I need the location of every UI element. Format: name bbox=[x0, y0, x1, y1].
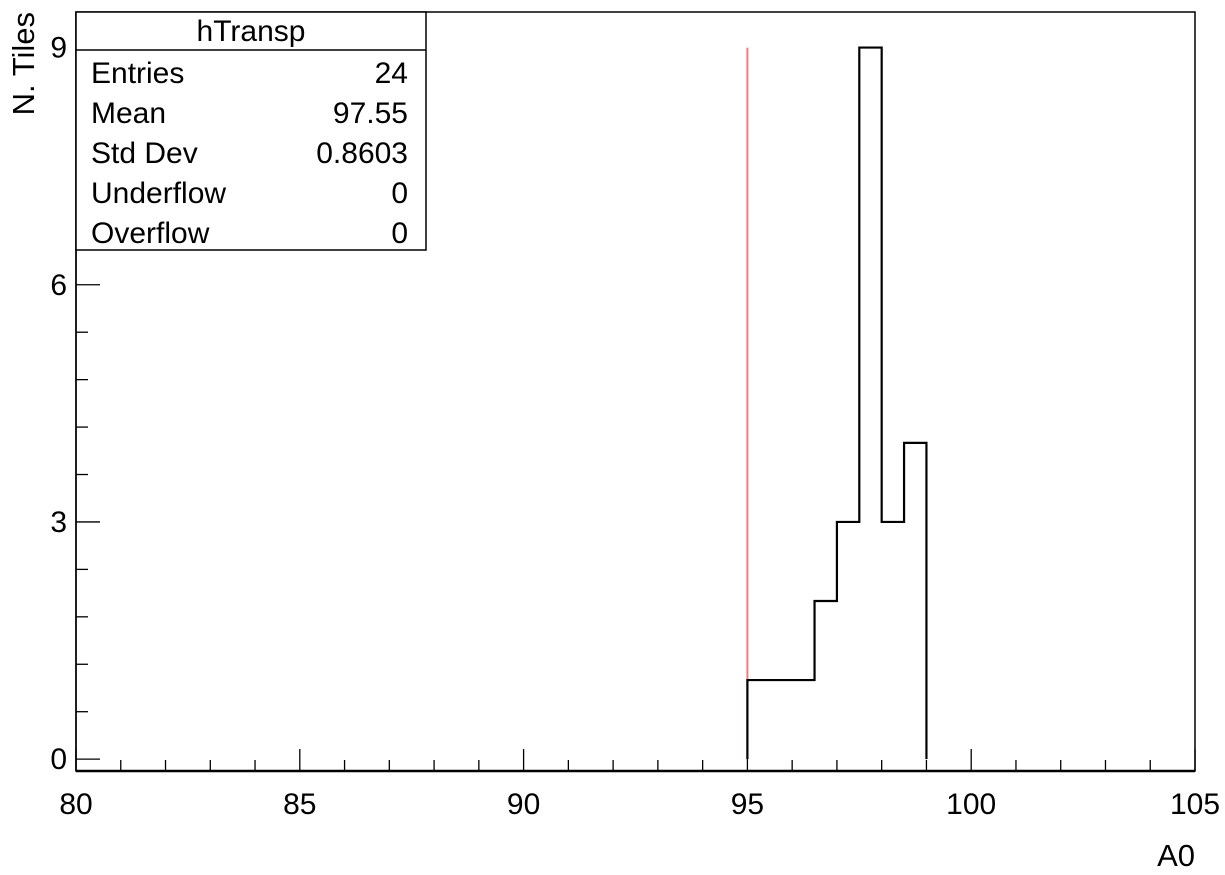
stats-row-label: Mean bbox=[91, 97, 166, 130]
stats-box-title: hTransp bbox=[197, 15, 306, 48]
y-tick-label: 0 bbox=[50, 743, 67, 776]
stats-row-value: 97.55 bbox=[333, 97, 408, 130]
x-tick-label: 95 bbox=[731, 788, 764, 821]
histogram-bin bbox=[882, 522, 904, 759]
x-tick-label: 80 bbox=[59, 788, 92, 821]
x-tick-label: 85 bbox=[283, 788, 316, 821]
x-tick-label: 90 bbox=[507, 788, 540, 821]
histogram-bin bbox=[815, 601, 837, 759]
stats-box-frame bbox=[75, 11, 427, 251]
y-tick-label: 3 bbox=[50, 506, 67, 539]
stats-row-label: Std Dev bbox=[91, 137, 198, 170]
stats-row-value: 0 bbox=[391, 217, 408, 250]
stats-row-value: 24 bbox=[375, 57, 408, 90]
histogram-outline bbox=[746, 46, 928, 760]
histogram-bin bbox=[859, 48, 881, 760]
x-axis-title: A0 bbox=[1157, 838, 1195, 873]
stats-row-value: 0 bbox=[391, 177, 408, 210]
x-tick-label: 105 bbox=[1170, 788, 1220, 821]
axis-tick-labels: 80 85 90 95 100 105 0 3 6 9 bbox=[50, 32, 1220, 821]
stats-row-label: Overflow bbox=[91, 217, 210, 250]
x-tick-label: 100 bbox=[946, 788, 996, 821]
stats-row-label: Entries bbox=[91, 57, 184, 90]
y-axis-title: N. Tiles bbox=[6, 12, 41, 115]
stats-row-value: 0.8603 bbox=[316, 137, 408, 170]
histogram-bin bbox=[904, 443, 926, 759]
histogram-bin bbox=[837, 522, 859, 759]
stats-box: hTransp Entries 24 Mean 97.55 Std Dev 0.8603 U… bbox=[75, 11, 427, 251]
y-tick-label: 6 bbox=[50, 269, 67, 302]
stats-box-rows: Entries 24 Mean 97.55 Std Dev 0.8603 Underflow… bbox=[91, 57, 408, 250]
y-tick-label: 9 bbox=[50, 32, 67, 65]
histogram-bin bbox=[747, 680, 814, 759]
stats-row-label: Underflow bbox=[91, 177, 226, 210]
histogram-bins bbox=[747, 48, 926, 760]
